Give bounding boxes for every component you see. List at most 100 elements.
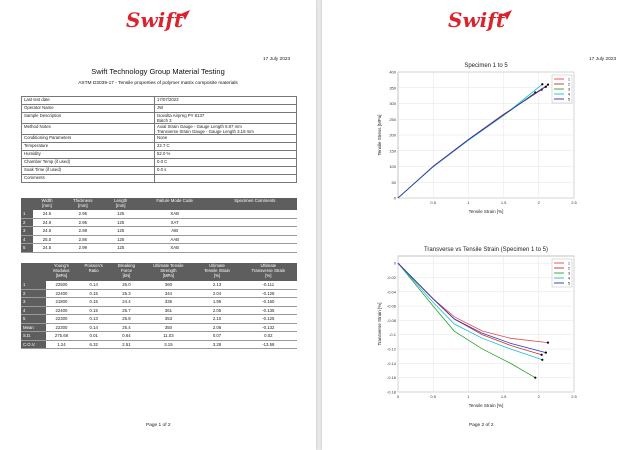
table-row: 2 24.9 2.95 125 XAT (21, 218, 297, 227)
table-cell: 0.02 (239, 331, 297, 341)
table-cell: 361 (142, 306, 195, 315)
row-label: 1 (21, 210, 33, 219)
info-value: 17/07/2023 (154, 96, 297, 105)
series-end-point (546, 83, 550, 86)
test-info-table: Last test date 17/07/2023 Operator Name JW S… (21, 96, 297, 183)
y-tick-label: -0.02 (387, 275, 397, 280)
info-label: Temperature (21, 142, 155, 151)
row-label: 3 (21, 226, 33, 236)
series-line-3 (397, 262, 536, 379)
x-tick-label: 0.5 (430, 394, 436, 399)
y-tick-label: -0.1 (389, 332, 397, 337)
table-cell: 2.10 (194, 314, 240, 324)
info-row: Chamber Temp (if used) 0.0 C (21, 158, 297, 167)
table-cell: 3.15 (142, 340, 195, 349)
x-tick-label: 2 (538, 394, 541, 399)
table-row: S.D. 275.68 0.01 0.64 11.03 0.07 0.02 (21, 331, 297, 341)
column-header (21, 198, 33, 210)
column-header: Poisson's Ratio (76, 263, 111, 281)
table-cell: 353 (142, 314, 195, 324)
table-cell: 125 (104, 226, 137, 236)
info-value: 0.0 C (154, 158, 297, 167)
column-header: Ultimate Tensile Strength [MPa] (142, 263, 195, 281)
table-cell: 24.5 (32, 226, 61, 236)
specimen-dimensions-table: Width [mm] Thickness [mm] Length [mm] Failure … (21, 198, 297, 253)
row-label: 2 (21, 289, 47, 298)
table-cell: XAT (136, 218, 213, 227)
series-line-5 (397, 262, 546, 354)
table-cell (212, 226, 297, 236)
legend-label: 1 (568, 77, 571, 82)
info-label: Method Notes (21, 123, 155, 135)
row-label: Mean (21, 323, 47, 332)
table-cell: AIB (136, 226, 213, 236)
table-cell: 344 (142, 289, 195, 298)
table-cell: 25.7 (110, 306, 143, 315)
table-row: C.O.V. 1.24 6.32 2.51 3.15 3.28 -13.58 (21, 340, 297, 349)
row-label: 5 (21, 314, 47, 324)
page-footer: Page 1 of 2 (146, 423, 171, 428)
column-header (21, 263, 47, 281)
table-cell: 26.0 (110, 281, 143, 290)
plot-area (397, 255, 575, 393)
chart-title: Transverse vs Tensile Strain (Specimen 1… (424, 247, 548, 253)
x-axis-label: Tensile Strain [%] (469, 403, 504, 408)
column-header: Width [mm] (32, 198, 61, 210)
stress-strain-chart: Specimen 1 to 50.5 1 1.5 2 2.505010015020025… (377, 63, 578, 214)
table-cell (212, 235, 297, 244)
x-tick-label: 1 (467, 394, 470, 399)
info-row: Operator Name JW (21, 104, 297, 113)
table-cell: 125 (104, 243, 137, 253)
table-cell: 360 (142, 281, 195, 290)
info-value: 22.7 C (154, 142, 297, 151)
y-axis-label: Tensile Stress [MPa] (377, 114, 382, 155)
legend-label: 4 (568, 276, 571, 281)
table-cell: 24.9 (32, 218, 61, 227)
row-label: 2 (21, 218, 33, 227)
legend-label: 3 (568, 87, 571, 92)
info-value: Isovolta Airpreg PY 8137 Batch 3 (154, 112, 297, 124)
table-cell: 0.64 (110, 331, 143, 341)
table-cell: XAB (136, 210, 213, 219)
table-row: 1 22500 0.14 26.0 360 2.13 -0.111 (21, 281, 297, 290)
y-tick-label: -0.12 (387, 347, 397, 352)
x-tick-label: 1.5 (501, 394, 507, 399)
table-cell: 2.51 (110, 340, 143, 349)
column-header: Failure Mode Code (136, 198, 213, 210)
table-cell: 1.24 (46, 340, 77, 349)
series-end-point (544, 85, 547, 88)
table-cell: 22400 (46, 306, 77, 315)
table-cell: 125 (104, 218, 137, 227)
table-cell: -0.111 (239, 281, 297, 290)
page-footer: Page 2 of 2 (469, 423, 494, 428)
legend-label: 5 (568, 281, 571, 286)
y-tick-label: -0.14 (387, 361, 397, 366)
legend-label: 4 (568, 92, 571, 97)
table-cell: 0.15 (76, 289, 111, 298)
table-cell: 0.01 (76, 331, 111, 341)
legend-label: 3 (568, 271, 571, 276)
x-tick-label: 2 (538, 200, 541, 205)
table-cell (212, 243, 297, 253)
legend-label: 2 (568, 82, 571, 87)
y-tick-label: 350 (389, 85, 396, 90)
row-label: 5 (21, 243, 33, 253)
table-row: 3 21800 0.15 24.4 335 1.95 -0.160 (21, 297, 297, 307)
swift-logo: Swift (126, 8, 190, 32)
row-label: 3 (21, 297, 47, 307)
table-cell: 275.68 (46, 331, 77, 341)
info-value: 0.0 s (154, 166, 297, 175)
info-label: Conditioning Parameters (21, 134, 155, 143)
legend-label: 1 (568, 261, 571, 266)
info-label: Last test date (21, 96, 155, 105)
table-cell: 350 (142, 323, 195, 332)
legend-label: 5 (568, 97, 571, 102)
info-value: JW (154, 104, 297, 113)
y-tick-label: 0 (394, 261, 397, 266)
table-cell: -0.128 (239, 289, 297, 298)
table-cell: -0.160 (239, 297, 297, 307)
legend-label: 2 (568, 266, 571, 271)
info-value: Axial Strain Gauge - Gauge Length 5.97 m… (154, 123, 297, 135)
table-cell: -0.132 (239, 323, 297, 332)
x-tick-label: 2.5 (571, 394, 577, 399)
